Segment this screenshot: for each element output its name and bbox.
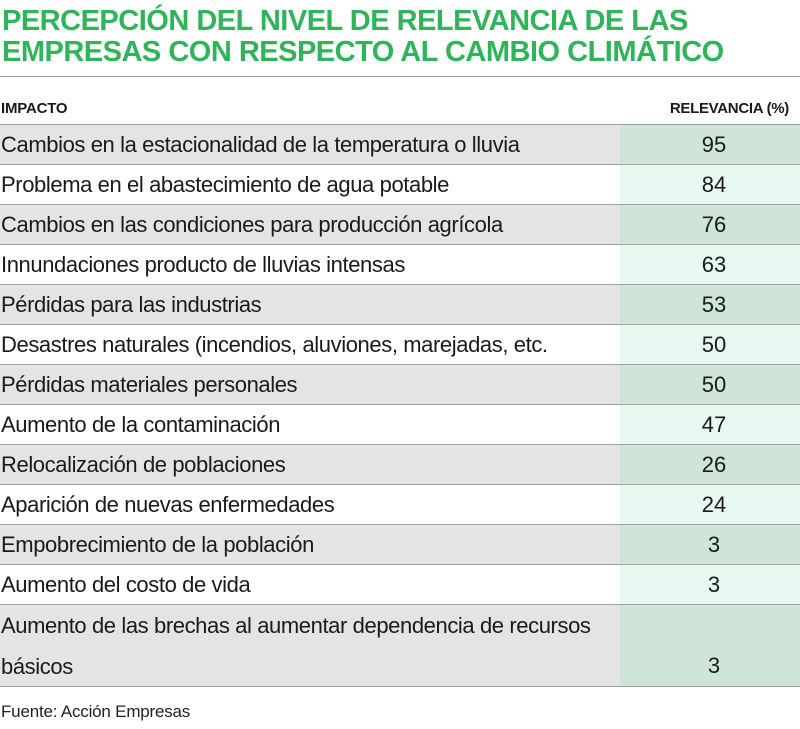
impact-cell: Aumento de las brechas al aumentar depen…	[0, 605, 620, 686]
table-row: Empobrecimiento de la población 3	[0, 525, 800, 565]
table-row: Aumento de la contaminación 47	[0, 405, 800, 445]
table-body: Cambios en la estacionalidad de la tempe…	[0, 125, 800, 687]
relevance-value-cell: 3	[620, 605, 800, 686]
impact-cell: Empobrecimiento de la población	[0, 525, 620, 564]
table-header: IMPACTO RELEVANCIA (%)	[0, 92, 800, 125]
top-divider	[0, 76, 800, 77]
table-row: Aparición de nuevas enfermedades 24	[0, 485, 800, 525]
chart-title: PERCEPCIÓN DEL NIVEL DE RELEVANCIA DE LA…	[2, 6, 792, 68]
relevance-value-cell: 63	[620, 245, 800, 284]
table-row: Aumento de las brechas al aumentar depen…	[0, 605, 800, 687]
impact-cell: Aparición de nuevas enfermedades	[0, 485, 620, 524]
source-note: Fuente: Acción Empresas	[1, 702, 191, 721]
chart-title-line-1: PERCEPCIÓN DEL NIVEL DE RELEVANCIA DE LA…	[2, 5, 688, 37]
impact-cell: Aumento de la contaminación	[0, 405, 620, 444]
impact-cell: Desastres naturales (incendios, aluvione…	[0, 325, 620, 364]
table-row: Pérdidas materiales personales 50	[0, 365, 800, 405]
table-row: Aumento del costo de vida 3	[0, 565, 800, 605]
relevance-value-cell: 50	[620, 325, 800, 364]
relevance-value-cell: 76	[620, 205, 800, 244]
impact-cell: Problema en el abastecimiento de agua po…	[0, 165, 620, 204]
impact-cell: Relocalización de poblaciones	[0, 445, 620, 484]
relevance-value-cell: 47	[620, 405, 800, 444]
relevance-value-cell: 3	[620, 565, 800, 604]
relevance-value-cell: 95	[620, 125, 800, 164]
impact-cell: Aumento del costo de vida	[0, 565, 620, 604]
column-header-impacto: IMPACTO	[1, 99, 68, 117]
chart-title-line-2: EMPRESAS CON RESPECTO AL CAMBIO CLIMÁTIC…	[2, 36, 724, 68]
table-row: Cambios en las condiciones para producci…	[0, 205, 800, 245]
relevance-value-cell: 24	[620, 485, 800, 524]
impact-cell: Innundaciones producto de lluvias intens…	[0, 245, 620, 284]
table-row: Relocalización de poblaciones 26	[0, 445, 800, 485]
table-row: Innundaciones producto de lluvias intens…	[0, 245, 800, 285]
impact-cell: Cambios en las condiciones para producci…	[0, 205, 620, 244]
relevance-value-cell: 84	[620, 165, 800, 204]
table-row: Problema en el abastecimiento de agua po…	[0, 165, 800, 205]
relevance-value-cell: 3	[620, 525, 800, 564]
impact-cell: Pérdidas para las industrias	[0, 285, 620, 324]
impact-cell: Cambios en la estacionalidad de la tempe…	[0, 125, 620, 164]
impact-cell: Pérdidas materiales personales	[0, 365, 620, 404]
column-header-relevancia: RELEVANCIA (%)	[669, 99, 789, 117]
relevance-value-cell: 53	[620, 285, 800, 324]
relevance-value-cell: 26	[620, 445, 800, 484]
table-row: Desastres naturales (incendios, aluvione…	[0, 325, 800, 365]
table-row: Cambios en la estacionalidad de la tempe…	[0, 125, 800, 165]
table-row: Pérdidas para las industrias 53	[0, 285, 800, 325]
relevance-value-cell: 50	[620, 365, 800, 404]
relevance-table: IMPACTO RELEVANCIA (%) Cambios en la est…	[0, 92, 800, 687]
